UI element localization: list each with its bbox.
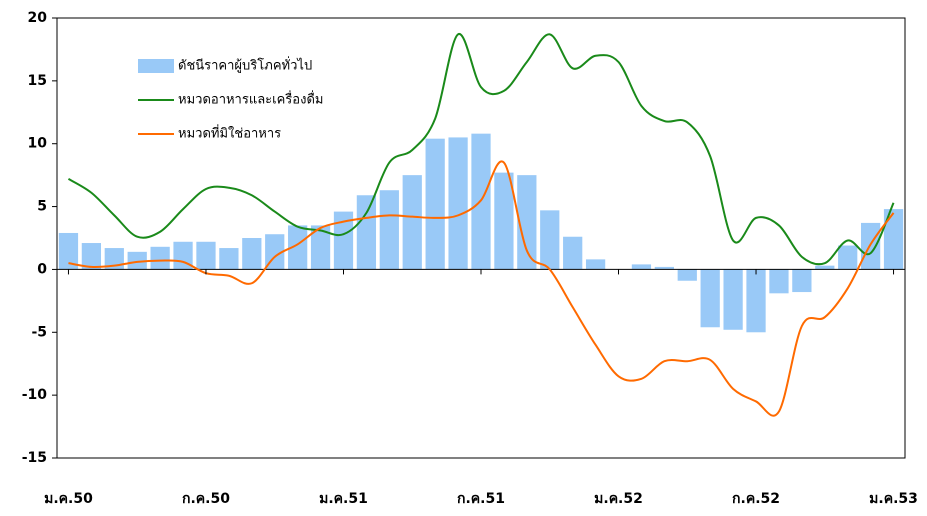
- bar: [654, 266, 674, 270]
- bar: [127, 251, 147, 270]
- bar: [356, 195, 377, 270]
- bar: [723, 269, 743, 330]
- plot-frame: [56, 17, 906, 459]
- bar: [448, 137, 468, 270]
- bar: [631, 264, 652, 270]
- x-tick-label: ม.ค.50: [44, 491, 93, 507]
- bar: [219, 248, 239, 270]
- bar: [838, 245, 858, 270]
- x-tick-label: ก.ค.51: [457, 491, 505, 507]
- y-tick-label: -10: [22, 387, 48, 403]
- bar: [883, 209, 904, 270]
- bar: [677, 269, 697, 281]
- bar: [150, 246, 170, 270]
- bar: [494, 172, 514, 270]
- x-tick-label: ก.ค.52: [732, 491, 780, 507]
- bar: [563, 236, 583, 270]
- y-tick-label: -15: [22, 450, 47, 466]
- bar: [585, 259, 606, 270]
- x-tick-label: ก.ค.50: [182, 491, 230, 507]
- bar: [792, 269, 812, 293]
- y-tick-label: 15: [28, 73, 47, 89]
- y-tick-label: -5: [31, 324, 47, 340]
- x-tick-label: ม.ค.53: [869, 491, 918, 507]
- y-tick-label: 5: [37, 199, 47, 215]
- x-tick-label: ม.ค.52: [594, 491, 643, 507]
- bar: [288, 225, 308, 270]
- bar: [310, 225, 331, 270]
- bar: [173, 241, 193, 270]
- x-tick-label: ม.ค.51: [319, 491, 368, 507]
- legend-swatch: [138, 59, 174, 73]
- bar: [242, 238, 262, 270]
- bar: [700, 269, 720, 328]
- bar: [769, 269, 789, 294]
- line: [67, 33, 895, 266]
- bar: [402, 175, 422, 270]
- legend-label: หมวดอาหารและเครื่องดื่ม: [178, 91, 323, 108]
- bar: [58, 232, 79, 270]
- bar: [517, 175, 537, 270]
- bar: [196, 241, 216, 270]
- bar: [379, 190, 399, 270]
- legend-label: ดัชนีราคาผู้บริโภคทั่วไป: [178, 57, 312, 74]
- bar: [81, 243, 102, 270]
- bar: [540, 210, 560, 270]
- y-tick-label: 20: [28, 10, 48, 26]
- bar: [425, 138, 445, 270]
- y-tick-label: 0: [37, 261, 47, 277]
- legend-label: หมวดที่มิใช่อาหาร: [178, 125, 281, 142]
- y-tick-label: 10: [28, 136, 48, 152]
- bar: [746, 269, 766, 333]
- bar: [333, 211, 354, 270]
- bar: [815, 265, 835, 270]
